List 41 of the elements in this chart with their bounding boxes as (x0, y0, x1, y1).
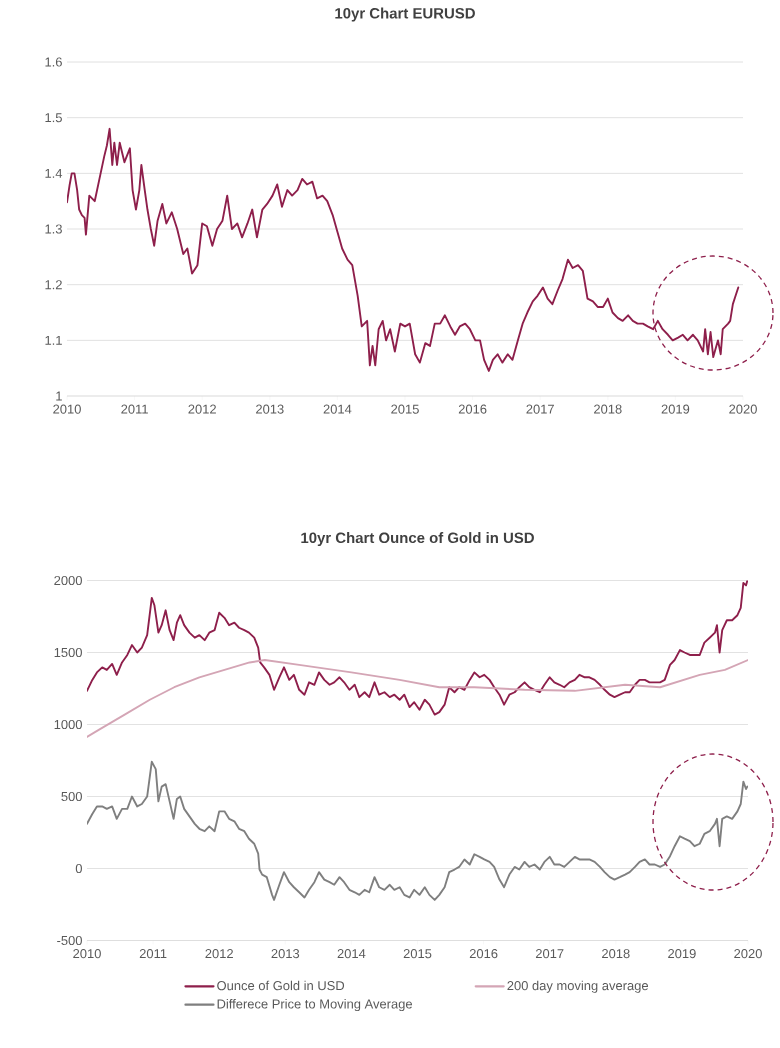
legend-label: Ounce of Gold in USD (217, 980, 345, 991)
x-tick-label: 2013 (256, 404, 284, 414)
y-tick-label: -500 (57, 935, 82, 946)
x-tick-label: 2018 (602, 949, 630, 959)
y-tick-label: 2000 (54, 575, 82, 586)
x-tick-label: 2012 (188, 404, 216, 414)
y-tick-label: 1.3 (45, 224, 62, 234)
x-tick-label: 2020 (729, 404, 757, 414)
y-tick-label: 1.2 (45, 280, 62, 290)
y-tick-label: 1.1 (45, 335, 62, 345)
y-tick-label: 1000 (54, 719, 82, 730)
y-tick-label: 0 (75, 863, 82, 874)
x-tick-label: 2015 (391, 404, 419, 414)
x-tick-label: 2019 (661, 404, 690, 414)
x-tick-label: 2014 (337, 949, 366, 959)
y-tick-label: 500 (61, 791, 82, 802)
chart-title: 10yr Chart Ounce of Gold in USD (301, 532, 534, 547)
y-tick-label: 1.4 (45, 168, 63, 178)
x-tick-label: 2010 (53, 404, 81, 414)
y-tick-label: 1.6 (45, 57, 62, 67)
line-series (87, 659, 748, 738)
x-tick-label: 2015 (403, 949, 432, 959)
x-tick-label: 2011 (139, 949, 167, 959)
x-tick-label: 2020 (734, 949, 762, 959)
x-tick-label: 2019 (668, 949, 696, 959)
x-tick-label: 2010 (73, 949, 101, 959)
x-tick-label: 2017 (526, 404, 554, 414)
x-tick-label: 2018 (594, 404, 622, 414)
y-tick-label: 1.5 (45, 113, 62, 123)
y-tick-label: 1500 (54, 647, 82, 658)
x-tick-label: 2013 (271, 949, 300, 959)
x-tick-label: 2016 (458, 404, 487, 414)
y-tick-label: 1 (56, 391, 62, 401)
x-tick-label: 2016 (469, 949, 498, 959)
legend-label: Differece Price to Moving Average (217, 999, 413, 1012)
x-tick-label: 2014 (323, 404, 352, 414)
x-tick-label: 2012 (205, 949, 233, 959)
x-tick-label: 2017 (535, 949, 564, 959)
x-tick-label: 2011 (121, 404, 148, 414)
legend-label: 200 day moving average (507, 980, 649, 993)
chart-title: 10yr Chart EURUSD (335, 7, 475, 22)
